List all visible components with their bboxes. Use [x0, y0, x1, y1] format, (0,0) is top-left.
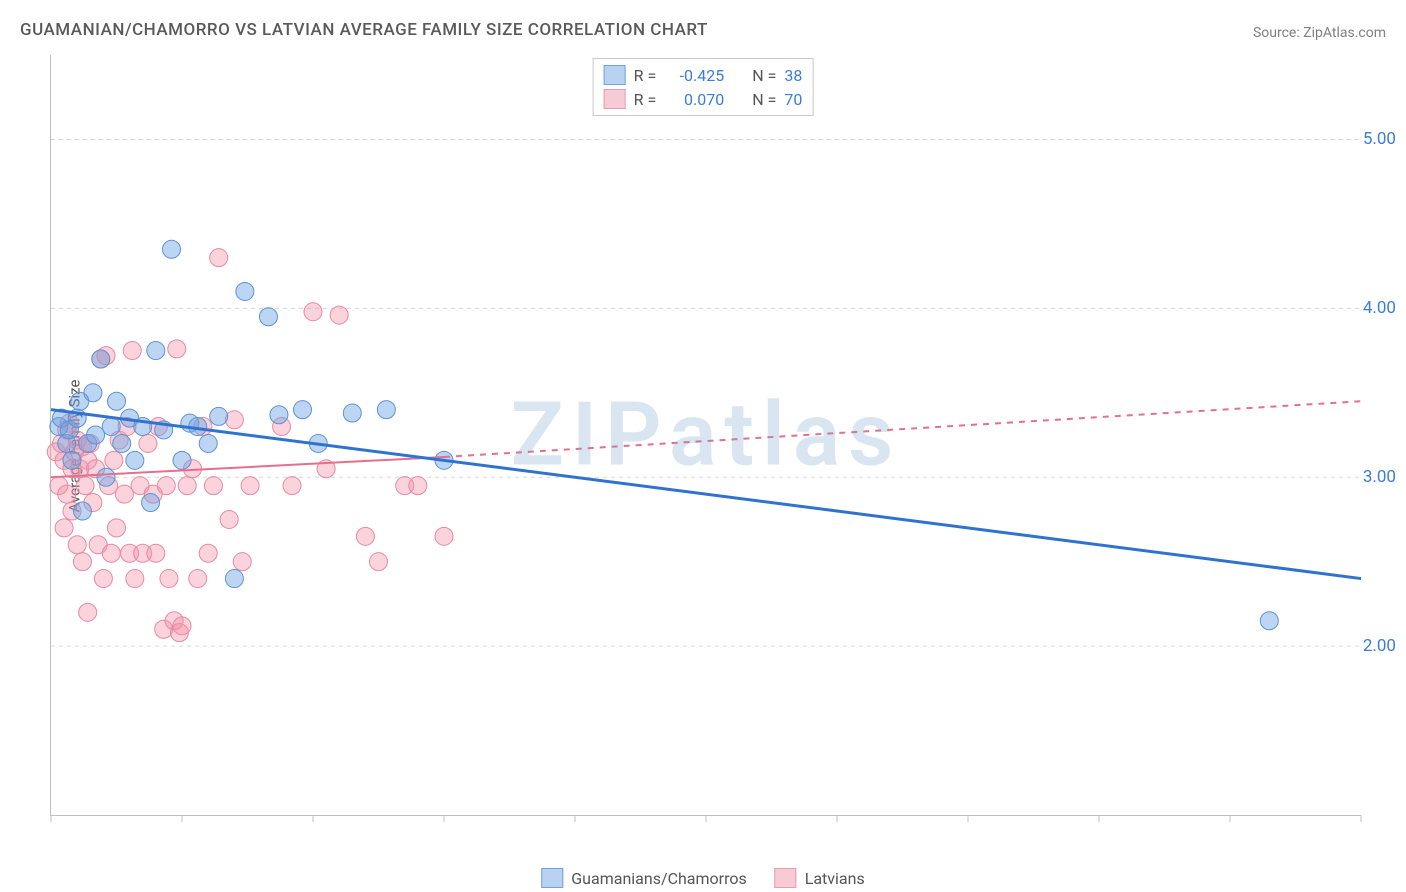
n-value-2: 70: [784, 90, 802, 109]
swatch-series1-icon: [604, 65, 626, 85]
swatch-series1-icon: [541, 868, 563, 888]
r-label: R =: [634, 66, 657, 85]
y-tick-label: 5.00: [1363, 129, 1396, 149]
series-legend: Guamanians/Chamorros Latvians: [541, 868, 864, 888]
r-label: R =: [634, 90, 657, 109]
chart-svg: [51, 55, 1361, 815]
source-label: Source: ZipAtlas.com: [1253, 25, 1386, 41]
y-tick-label: 3.00: [1363, 467, 1396, 487]
n-label: N =: [752, 90, 776, 109]
chart-title: GUAMANIAN/CHAMORRO VS LATVIAN AVERAGE FA…: [20, 20, 708, 40]
r-value-1: -0.425: [664, 66, 724, 85]
n-label: N =: [752, 66, 776, 85]
legend-label-series2: Latvians: [805, 869, 865, 888]
legend-label-series1: Guamanians/Chamorros: [571, 869, 746, 888]
swatch-series2-icon: [604, 89, 626, 109]
correlation-row-2: R = 0.070 N = 70: [604, 87, 803, 111]
correlation-row-1: R = -0.425 N = 38: [604, 63, 803, 87]
r-value-2: 0.070: [664, 90, 724, 109]
correlation-legend: R = -0.425 N = 38 R = 0.070 N = 70: [593, 58, 814, 116]
swatch-series2-icon: [775, 868, 797, 888]
chart-plot-area: ZIPatlas: [50, 55, 1361, 816]
legend-item-series2: Latvians: [775, 868, 865, 888]
y-tick-label: 2.00: [1363, 636, 1396, 656]
legend-item-series1: Guamanians/Chamorros: [541, 868, 746, 888]
y-tick-label: 4.00: [1363, 298, 1396, 318]
n-value-1: 38: [784, 66, 802, 85]
